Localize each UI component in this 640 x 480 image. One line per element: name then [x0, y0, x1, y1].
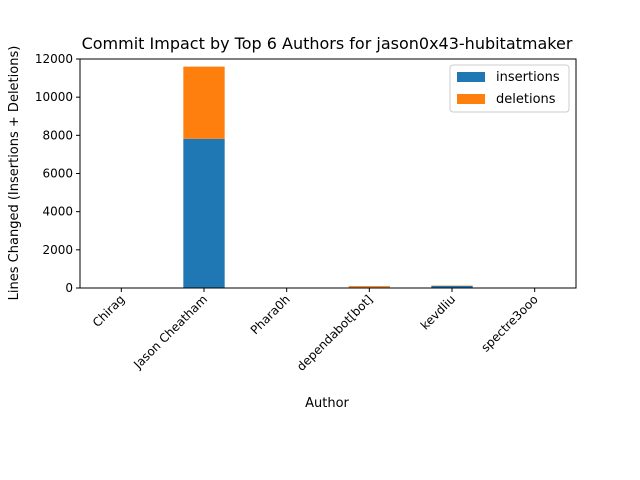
legend: insertions deletions	[449, 64, 570, 113]
y-tick-label: 2000	[42, 243, 73, 257]
bar-deletions-1	[183, 66, 225, 139]
y-axis: 0 2000 4000 6000 8000 10000 12000	[35, 52, 80, 295]
y-tick-label: 10000	[35, 90, 73, 104]
x-tick-label: spectre3ooo	[478, 292, 540, 354]
legend-swatch-deletions	[457, 94, 485, 104]
x-axis: Chirag Jason Cheatham Phara0h dependabot[bo…	[90, 288, 541, 374]
plot-area	[79, 58, 577, 289]
bar-insertions-4	[431, 285, 473, 288]
chart-title: Commit Impact by Top 6 Authors for jason…	[82, 34, 573, 53]
y-tick-label: 6000	[42, 167, 73, 181]
x-tick-label: Jason Cheatham	[130, 292, 210, 372]
y-tick-label: 4000	[42, 205, 73, 219]
bar-insertions-1	[183, 138, 225, 288]
y-tick-label: 8000	[42, 128, 73, 142]
y-axis-label: Lines Changed (Insertions + Deletions)	[7, 46, 22, 301]
x-tick-label: kevdliu	[418, 292, 458, 332]
legend-label-deletions: deletions	[496, 92, 556, 107]
x-tick-label: dependabot[bot]	[294, 292, 376, 374]
y-tick-label: 12000	[35, 52, 73, 66]
x-tick-label: Chirag	[90, 292, 128, 330]
x-tick-label: Phara0h	[248, 292, 293, 337]
y-tick-label: 0	[65, 281, 73, 295]
x-axis-label: Author	[305, 396, 349, 411]
legend-swatch-insertions	[457, 72, 485, 82]
bar-deletions-3	[348, 286, 390, 288]
legend-label-insertions: insertions	[496, 70, 560, 85]
